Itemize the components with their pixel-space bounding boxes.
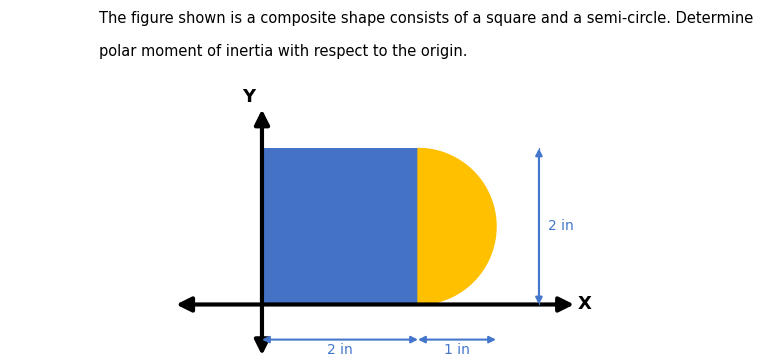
Text: 1 in: 1 in bbox=[444, 343, 470, 358]
Text: 2 in: 2 in bbox=[548, 220, 574, 233]
Text: polar moment of inertia with respect to the origin.: polar moment of inertia with respect to … bbox=[99, 44, 467, 58]
Text: 2 in: 2 in bbox=[327, 343, 353, 358]
Polygon shape bbox=[418, 148, 496, 305]
Text: X: X bbox=[578, 295, 592, 314]
Text: The figure shown is a composite shape consists of a square and a semi-circle. De: The figure shown is a composite shape co… bbox=[99, 11, 758, 26]
Bar bbox=[262, 148, 418, 305]
Text: Y: Y bbox=[243, 87, 255, 106]
